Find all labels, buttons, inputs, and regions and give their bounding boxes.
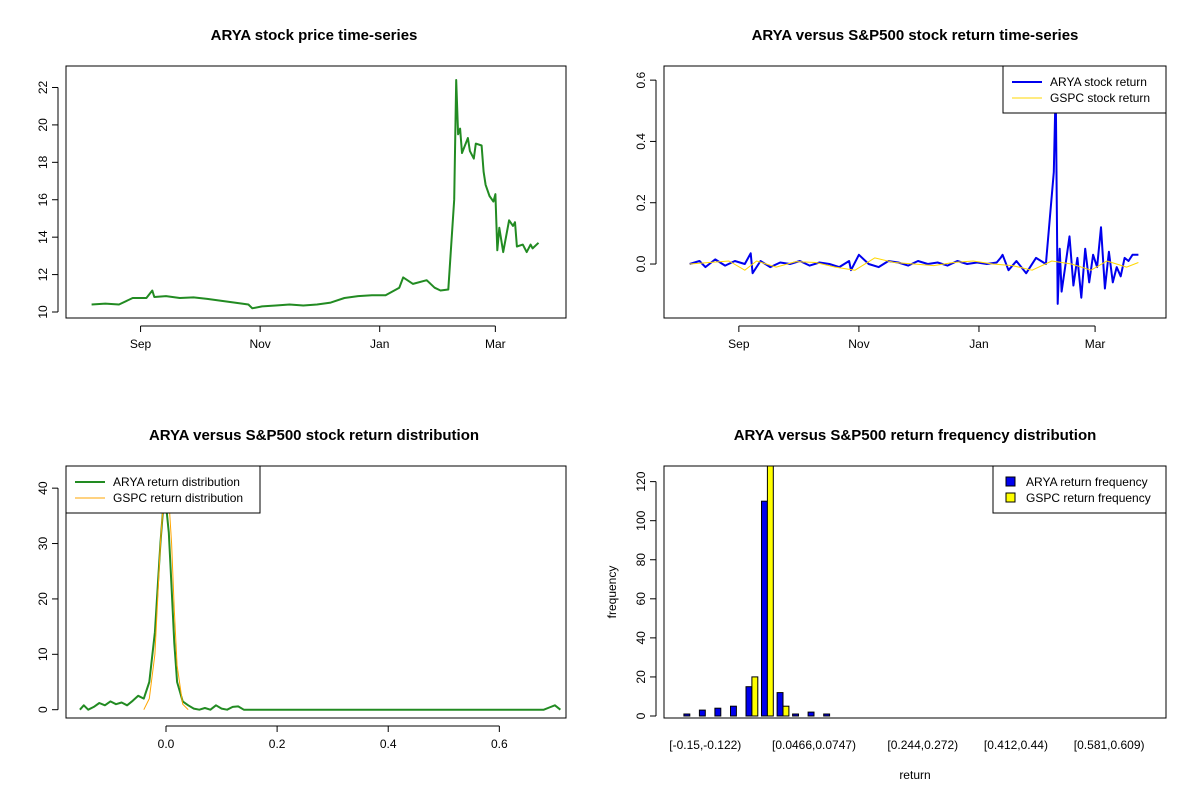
arya-freq-bar xyxy=(683,713,691,717)
y-tick-label: 0.2 xyxy=(634,194,648,211)
x-tick-label: [0.244,0.272) xyxy=(887,738,958,752)
y-tick-label: 80 xyxy=(634,553,648,567)
gspc-return-line xyxy=(689,257,1139,271)
legend-box xyxy=(65,465,261,514)
y-tick-label: 10 xyxy=(36,305,50,319)
x-tick-label: [-0.15,-0.122) xyxy=(669,738,741,752)
legend-swatch-gspc xyxy=(1005,492,1016,503)
x-tick-label: 0.6 xyxy=(491,737,508,751)
x-tick-label: Sep xyxy=(728,337,750,351)
panel-frequency-distribution: ARYA versus S&P500 return frequency dist… xyxy=(605,427,1167,782)
arya-freq-bar xyxy=(714,707,722,717)
y-tick-label: 20 xyxy=(634,670,648,684)
arya-return-line xyxy=(689,85,1139,305)
x-tick-label: Jan xyxy=(969,337,988,351)
series-layer xyxy=(79,487,562,711)
plot-frame xyxy=(65,465,567,719)
y-tick-label: 100 xyxy=(634,510,648,530)
x-tick-label: [0.412,0.44) xyxy=(984,738,1048,752)
y-tick-label: 0 xyxy=(36,706,50,713)
gspc-freq-bar xyxy=(751,676,759,717)
legend-label-arya: ARYA return frequency xyxy=(1026,475,1148,489)
arya-freq-bar xyxy=(823,713,831,717)
y-tick-label: 60 xyxy=(634,592,648,606)
legend-label-gspc: GSPC stock return xyxy=(1050,91,1150,105)
arya-freq-bar xyxy=(807,711,815,717)
series-layer xyxy=(689,85,1139,305)
y-tick-label: 0.4 xyxy=(634,133,648,150)
x-tick-label: Jan xyxy=(370,337,389,351)
plot-frame xyxy=(663,65,1167,319)
y-axis: 10 12 14 16 18 20 22 xyxy=(36,80,59,319)
chart-title: ARYA versus S&P500 stock return time-ser… xyxy=(752,27,1079,44)
y-tick-label: 20 xyxy=(36,118,50,132)
y-tick-label: 22 xyxy=(36,80,50,94)
y-tick-label: 120 xyxy=(634,471,648,491)
x-axis: Sep Nov Jan Mar xyxy=(130,325,506,351)
legend: ARYA return distribution GSPC return dis… xyxy=(65,465,261,514)
series-layer xyxy=(683,465,831,717)
y-tick-label: 12 xyxy=(36,268,50,282)
panel-return-timeseries: ARYA versus S&P500 stock return time-ser… xyxy=(634,27,1167,351)
legend-swatch-arya xyxy=(1005,476,1016,487)
x-tick-label: Mar xyxy=(1085,337,1106,351)
legend-label-arya: ARYA return distribution xyxy=(113,475,240,489)
y-tick-label: 0.6 xyxy=(634,71,648,88)
y-tick-label: 14 xyxy=(36,230,50,244)
gspc-freq-bar xyxy=(766,465,774,717)
x-axis-label: return xyxy=(899,768,930,782)
x-tick-label: 0.0 xyxy=(158,737,175,751)
chart-title: ARYA stock price time-series xyxy=(211,27,418,44)
x-axis: 0.0 0.2 0.4 0.6 xyxy=(158,725,508,751)
x-tick-label: Nov xyxy=(249,337,270,351)
arya-density-line xyxy=(79,503,562,711)
plot-frame xyxy=(663,465,1167,719)
x-tick-label: [0.0466,0.0747) xyxy=(772,738,856,752)
y-tick-label: 0 xyxy=(634,712,648,719)
x-axis: [-0.15,-0.122) [0.0466,0.0747) [0.244,0.27… xyxy=(669,738,1144,752)
arya-freq-bar xyxy=(745,686,753,717)
y-tick-label: 20 xyxy=(36,592,50,606)
x-tick-label: Nov xyxy=(848,337,869,351)
legend-box xyxy=(1002,65,1167,114)
arya-freq-bar xyxy=(761,500,768,717)
y-tick-label: 40 xyxy=(634,631,648,645)
y-tick-label: 30 xyxy=(36,537,50,551)
x-tick-label: Sep xyxy=(130,337,152,351)
price-line xyxy=(91,79,540,310)
y-tick-label: 10 xyxy=(36,647,50,661)
x-tick-label: Mar xyxy=(485,337,506,351)
y-tick-label: 18 xyxy=(36,155,50,169)
x-tick-label: 0.4 xyxy=(380,737,397,751)
y-axis: 0.0 0.2 0.4 0.6 xyxy=(634,71,657,272)
legend: ARYA stock return GSPC stock return xyxy=(1002,65,1167,114)
chart-title: ARYA versus S&P500 stock return distribu… xyxy=(149,427,479,444)
y-axis-label: frequency xyxy=(605,566,619,619)
y-axis: 0 20 40 60 80 100 120 xyxy=(634,471,657,719)
y-tick-label: 40 xyxy=(36,481,50,495)
arya-freq-bar xyxy=(730,705,737,717)
series-layer xyxy=(91,79,540,310)
legend-box xyxy=(992,465,1167,514)
x-tick-label: [0.581,0.609) xyxy=(1074,738,1145,752)
chart-title: ARYA versus S&P500 return frequency dist… xyxy=(734,427,1097,444)
x-tick-label: 0.2 xyxy=(269,737,286,751)
y-tick-label: 16 xyxy=(36,193,50,207)
y-axis: 0 10 20 30 40 xyxy=(36,481,59,713)
panel-price-timeseries: ARYA stock price time-series 10 12 14 16 18 2… xyxy=(36,27,567,351)
y-tick-label: 0.0 xyxy=(634,255,648,272)
legend-label-arya: ARYA stock return xyxy=(1050,75,1147,89)
legend: ARYA return frequency GSPC return freque… xyxy=(992,465,1167,514)
arya-freq-bar xyxy=(776,692,784,717)
arya-freq-bar xyxy=(792,713,799,717)
plot-frame xyxy=(65,65,567,319)
legend-label-gspc: GSPC return frequency xyxy=(1026,491,1151,505)
x-axis: Sep Nov Jan Mar xyxy=(728,325,1106,351)
legend-label-gspc: GSPC return distribution xyxy=(113,491,243,505)
arya-freq-bar xyxy=(698,709,706,717)
panel-return-distribution: ARYA versus S&P500 stock return distribu… xyxy=(36,427,567,751)
gspc-freq-bar xyxy=(782,705,790,717)
